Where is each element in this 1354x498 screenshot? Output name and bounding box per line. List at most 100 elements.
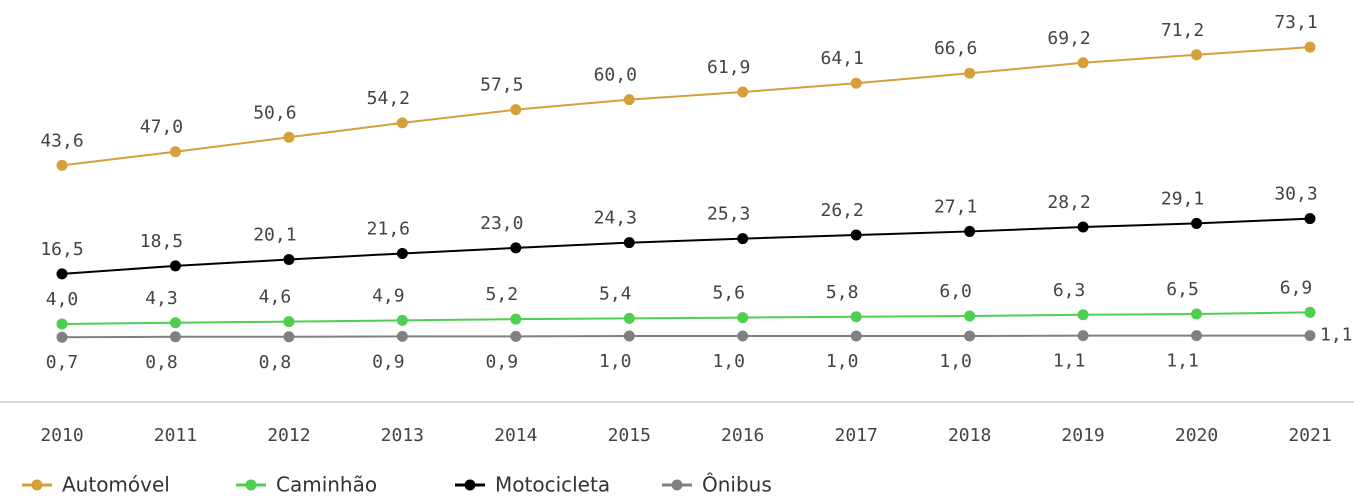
data-label: 47,0 — [140, 117, 183, 138]
x-tick-label: 2019 — [1061, 425, 1104, 446]
data-label: 54,2 — [367, 88, 410, 109]
data-label: 0,7 — [46, 352, 79, 373]
data-label: 4,0 — [46, 289, 79, 310]
data-label: 64,1 — [821, 48, 864, 69]
data-point — [283, 316, 295, 328]
data-point — [510, 104, 522, 116]
data-label: 71,2 — [1161, 20, 1204, 41]
data-label: 1,0 — [599, 351, 632, 372]
data-point — [623, 237, 635, 249]
data-label: 27,1 — [934, 196, 977, 217]
data-label: 25,3 — [707, 204, 750, 225]
data-label: 20,1 — [253, 224, 296, 245]
data-label: 0,8 — [259, 352, 292, 373]
data-label: 1,0 — [939, 351, 972, 372]
data-point — [1077, 57, 1089, 69]
data-label: 26,2 — [821, 200, 864, 221]
data-label: 24,3 — [594, 208, 637, 229]
data-label: 29,1 — [1161, 188, 1204, 209]
legend-label: Automóvel — [62, 473, 170, 497]
x-tick-label: 2013 — [381, 425, 424, 446]
data-label: 1,1 — [1053, 351, 1086, 372]
legend-label: Ônibus — [702, 473, 772, 497]
data-label: 73,1 — [1274, 12, 1317, 33]
legend-label: Caminhão — [276, 473, 377, 497]
data-point — [1191, 49, 1203, 61]
data-label: 21,6 — [367, 218, 410, 239]
x-tick-label: 2016 — [721, 425, 764, 446]
data-label: 1,1 — [1320, 325, 1353, 346]
data-point — [1077, 330, 1089, 342]
data-point — [396, 117, 408, 129]
data-point — [169, 146, 181, 158]
legend-label: Motocicleta — [495, 473, 610, 497]
data-point — [396, 247, 408, 259]
data-point — [850, 311, 862, 323]
legend-dot — [245, 479, 257, 491]
data-label: 18,5 — [140, 231, 183, 252]
data-label: 0,8 — [145, 352, 178, 373]
data-label: 4,6 — [259, 287, 292, 308]
data-point — [850, 77, 862, 89]
data-point — [169, 260, 181, 272]
data-point — [737, 312, 749, 324]
data-label: 6,0 — [939, 281, 972, 302]
x-tick-label: 2014 — [494, 425, 537, 446]
data-point — [964, 225, 976, 237]
data-point — [737, 233, 749, 245]
data-point — [56, 331, 68, 343]
data-label: 16,5 — [40, 239, 83, 260]
data-point — [1304, 41, 1316, 53]
data-point — [283, 131, 295, 143]
x-tick-label: 2020 — [1175, 425, 1218, 446]
data-point — [56, 268, 68, 280]
data-label: 0,9 — [372, 351, 405, 372]
data-label: 69,2 — [1047, 28, 1090, 49]
series-line — [61, 334, 1310, 339]
legend-dot — [464, 479, 476, 491]
data-label: 1,0 — [826, 351, 859, 372]
data-label: 6,3 — [1053, 280, 1086, 301]
data-point — [623, 94, 635, 106]
legend-dot — [671, 479, 683, 491]
data-point — [737, 86, 749, 98]
data-label: 60,0 — [594, 65, 637, 86]
data-point — [56, 318, 68, 330]
data-point — [623, 330, 635, 342]
series-line — [61, 311, 1311, 325]
data-point — [169, 331, 181, 343]
data-point — [56, 159, 68, 171]
data-point — [510, 313, 522, 325]
series-line — [61, 46, 1311, 167]
data-point — [737, 330, 749, 342]
data-point — [1191, 308, 1203, 320]
data-label: 5,2 — [486, 284, 519, 305]
x-tick-label: 2021 — [1288, 425, 1331, 446]
data-label: 6,5 — [1166, 279, 1199, 300]
data-label: 28,2 — [1047, 192, 1090, 213]
x-tick-label: 2011 — [154, 425, 197, 446]
data-point — [510, 330, 522, 342]
data-label: 1,0 — [712, 351, 745, 372]
legend-dot — [31, 479, 43, 491]
data-label: 1,1 — [1166, 351, 1199, 372]
data-label: 50,6 — [253, 102, 296, 123]
data-point — [1304, 213, 1316, 225]
x-tick-label: 2018 — [948, 425, 991, 446]
data-label: 43,6 — [40, 130, 83, 151]
data-label: 61,9 — [707, 57, 750, 78]
x-tick-label: 2017 — [835, 425, 878, 446]
data-point — [850, 330, 862, 342]
data-label: 5,4 — [599, 283, 632, 304]
series-line — [61, 217, 1311, 275]
data-point — [1191, 330, 1203, 342]
x-tick-label: 2012 — [267, 425, 310, 446]
data-point — [169, 317, 181, 329]
data-point — [1077, 309, 1089, 321]
data-point — [964, 67, 976, 79]
data-point — [623, 312, 635, 324]
data-label: 4,3 — [145, 288, 178, 309]
x-tick-label: 2010 — [40, 425, 83, 446]
data-point — [283, 331, 295, 343]
